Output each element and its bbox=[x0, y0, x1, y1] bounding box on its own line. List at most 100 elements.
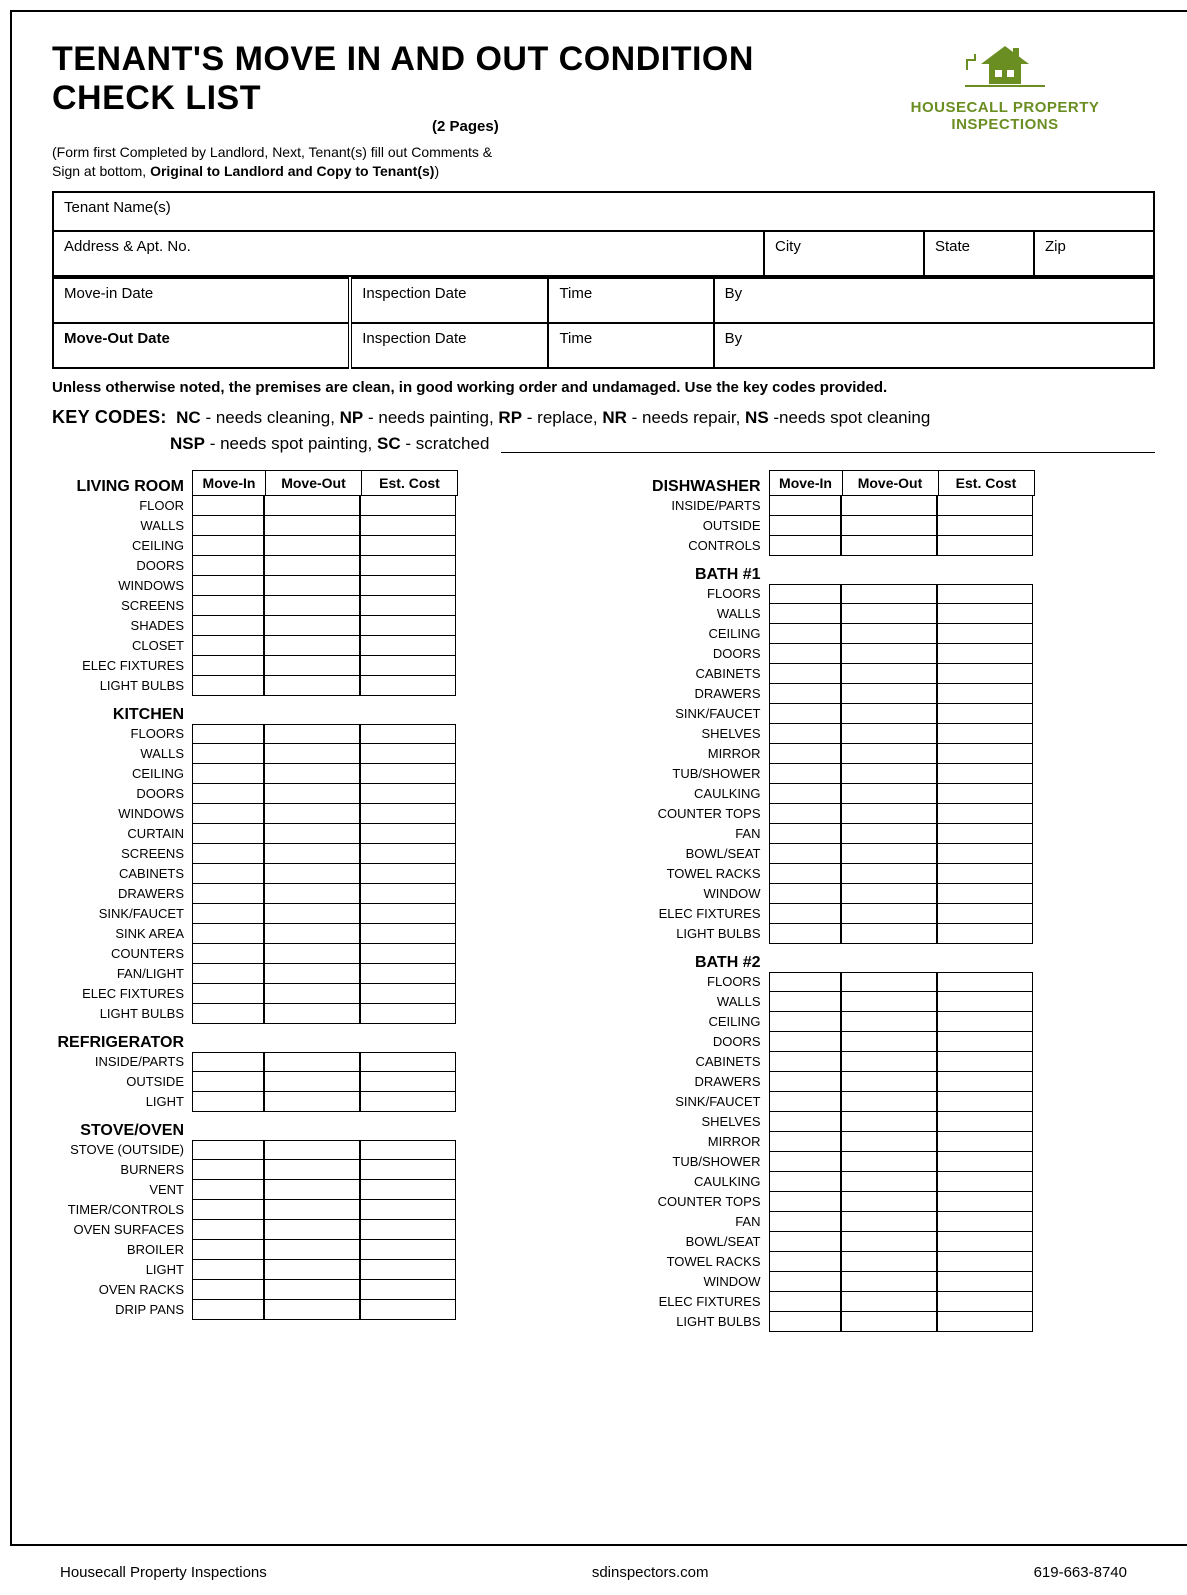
checklist-cell[interactable] bbox=[841, 1272, 937, 1292]
time-field-2[interactable]: Time bbox=[548, 323, 713, 368]
checklist-cell[interactable] bbox=[937, 644, 1033, 664]
checklist-cell[interactable] bbox=[360, 864, 456, 884]
checklist-cell[interactable] bbox=[937, 1112, 1033, 1132]
checklist-cell[interactable] bbox=[937, 824, 1033, 844]
checklist-cell[interactable] bbox=[360, 1300, 456, 1320]
checklist-cell[interactable] bbox=[360, 804, 456, 824]
checklist-cell[interactable] bbox=[264, 864, 360, 884]
checklist-cell[interactable] bbox=[192, 884, 264, 904]
time-field-1[interactable]: Time bbox=[548, 278, 713, 323]
checklist-cell[interactable] bbox=[264, 804, 360, 824]
checklist-cell[interactable] bbox=[769, 1312, 841, 1332]
checklist-cell[interactable] bbox=[264, 744, 360, 764]
checklist-cell[interactable] bbox=[937, 584, 1033, 604]
checklist-cell[interactable] bbox=[360, 576, 456, 596]
checklist-cell[interactable] bbox=[841, 644, 937, 664]
checklist-cell[interactable] bbox=[841, 1292, 937, 1312]
checklist-cell[interactable] bbox=[192, 556, 264, 576]
checklist-cell[interactable] bbox=[192, 1300, 264, 1320]
checklist-cell[interactable] bbox=[360, 656, 456, 676]
checklist-cell[interactable] bbox=[841, 664, 937, 684]
checklist-cell[interactable] bbox=[769, 1132, 841, 1152]
zip-field[interactable]: Zip bbox=[1034, 231, 1154, 276]
checklist-cell[interactable] bbox=[360, 984, 456, 1004]
checklist-cell[interactable] bbox=[937, 1012, 1033, 1032]
checklist-cell[interactable] bbox=[769, 1012, 841, 1032]
checklist-cell[interactable] bbox=[192, 824, 264, 844]
checklist-cell[interactable] bbox=[937, 1092, 1033, 1112]
checklist-cell[interactable] bbox=[264, 1052, 360, 1072]
checklist-cell[interactable] bbox=[769, 1032, 841, 1052]
checklist-cell[interactable] bbox=[937, 496, 1033, 516]
checklist-cell[interactable] bbox=[360, 904, 456, 924]
checklist-cell[interactable] bbox=[937, 844, 1033, 864]
checklist-cell[interactable] bbox=[769, 1072, 841, 1092]
checklist-cell[interactable] bbox=[264, 884, 360, 904]
checklist-cell[interactable] bbox=[769, 664, 841, 684]
checklist-cell[interactable] bbox=[769, 536, 841, 556]
checklist-cell[interactable] bbox=[937, 804, 1033, 824]
checklist-cell[interactable] bbox=[360, 1260, 456, 1280]
checklist-cell[interactable] bbox=[769, 1252, 841, 1272]
checklist-cell[interactable] bbox=[192, 904, 264, 924]
checklist-cell[interactable] bbox=[360, 844, 456, 864]
by-field-2[interactable]: By bbox=[714, 323, 1154, 368]
checklist-cell[interactable] bbox=[264, 964, 360, 984]
checklist-cell[interactable] bbox=[192, 984, 264, 1004]
checklist-cell[interactable] bbox=[360, 616, 456, 636]
checklist-cell[interactable] bbox=[937, 784, 1033, 804]
checklist-cell[interactable] bbox=[192, 616, 264, 636]
signature-line[interactable] bbox=[501, 452, 1155, 453]
checklist-cell[interactable] bbox=[360, 824, 456, 844]
checklist-cell[interactable] bbox=[192, 924, 264, 944]
tenant-name-field[interactable]: Tenant Name(s) bbox=[53, 192, 1154, 231]
checklist-cell[interactable] bbox=[841, 1112, 937, 1132]
checklist-cell[interactable] bbox=[937, 1052, 1033, 1072]
checklist-cell[interactable] bbox=[937, 704, 1033, 724]
checklist-cell[interactable] bbox=[360, 1180, 456, 1200]
checklist-cell[interactable] bbox=[192, 1072, 264, 1092]
checklist-cell[interactable] bbox=[769, 644, 841, 664]
checklist-cell[interactable] bbox=[192, 784, 264, 804]
checklist-cell[interactable] bbox=[360, 944, 456, 964]
checklist-cell[interactable] bbox=[192, 636, 264, 656]
checklist-cell[interactable] bbox=[841, 904, 937, 924]
checklist-cell[interactable] bbox=[192, 744, 264, 764]
checklist-cell[interactable] bbox=[769, 764, 841, 784]
checklist-cell[interactable] bbox=[769, 1292, 841, 1312]
checklist-cell[interactable] bbox=[192, 536, 264, 556]
movein-date-field[interactable]: Move-in Date bbox=[53, 278, 350, 323]
checklist-cell[interactable] bbox=[360, 1240, 456, 1260]
checklist-cell[interactable] bbox=[264, 1240, 360, 1260]
checklist-cell[interactable] bbox=[841, 864, 937, 884]
checklist-cell[interactable] bbox=[192, 864, 264, 884]
checklist-cell[interactable] bbox=[360, 536, 456, 556]
checklist-cell[interactable] bbox=[264, 656, 360, 676]
checklist-cell[interactable] bbox=[192, 844, 264, 864]
checklist-cell[interactable] bbox=[841, 1232, 937, 1252]
checklist-cell[interactable] bbox=[360, 964, 456, 984]
checklist-cell[interactable] bbox=[264, 676, 360, 696]
checklist-cell[interactable] bbox=[937, 1072, 1033, 1092]
checklist-cell[interactable] bbox=[769, 824, 841, 844]
checklist-cell[interactable] bbox=[769, 1092, 841, 1112]
checklist-cell[interactable] bbox=[769, 924, 841, 944]
checklist-cell[interactable] bbox=[937, 924, 1033, 944]
checklist-cell[interactable] bbox=[360, 1072, 456, 1092]
checklist-cell[interactable] bbox=[937, 904, 1033, 924]
checklist-cell[interactable] bbox=[264, 844, 360, 864]
checklist-cell[interactable] bbox=[937, 1292, 1033, 1312]
state-field[interactable]: State bbox=[924, 231, 1034, 276]
checklist-cell[interactable] bbox=[841, 624, 937, 644]
checklist-cell[interactable] bbox=[769, 1052, 841, 1072]
checklist-cell[interactable] bbox=[769, 904, 841, 924]
checklist-cell[interactable] bbox=[192, 1240, 264, 1260]
checklist-cell[interactable] bbox=[769, 704, 841, 724]
checklist-cell[interactable] bbox=[192, 1220, 264, 1240]
checklist-cell[interactable] bbox=[841, 536, 937, 556]
checklist-cell[interactable] bbox=[769, 1152, 841, 1172]
checklist-cell[interactable] bbox=[937, 1312, 1033, 1332]
checklist-cell[interactable] bbox=[937, 664, 1033, 684]
checklist-cell[interactable] bbox=[192, 724, 264, 744]
checklist-cell[interactable] bbox=[360, 556, 456, 576]
